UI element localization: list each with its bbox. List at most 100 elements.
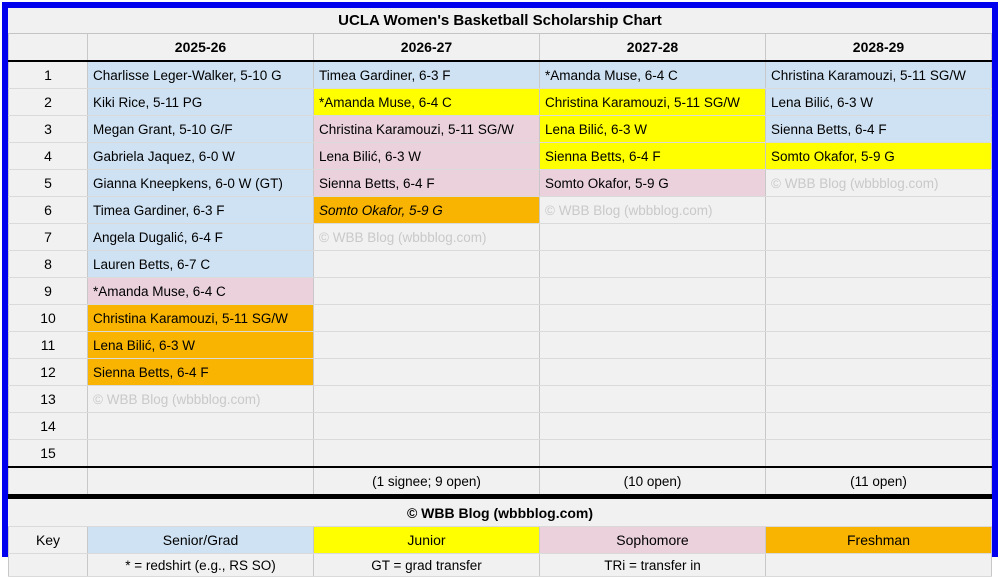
row-number: 13 [8, 385, 88, 413]
open-count-cell: (10 open) [539, 466, 766, 499]
empty-cell [765, 385, 992, 413]
table-row: 14 [8, 412, 992, 440]
year-header-row: 2025-26 2026-27 2027-28 2028-29 [8, 33, 992, 62]
empty-cell [539, 277, 766, 305]
year-header-2028-29: 2028-29 [765, 33, 992, 62]
copyright-text: © WBB Blog (wbbblog.com) [8, 496, 992, 527]
key-label: Key [8, 526, 88, 554]
player-cell: Christina Karamouzi, 5-11 SG/W [87, 304, 314, 332]
player-cell: Lena Bilić, 6-3 W [765, 88, 992, 116]
empty-cell [313, 358, 540, 386]
empty-cell [765, 412, 992, 440]
open-count-cell [87, 466, 314, 499]
empty-cell [313, 250, 540, 278]
chart-title: UCLA Women's Basketball Scholarship Char… [8, 8, 992, 34]
empty-cell [313, 304, 540, 332]
player-cell: Sienna Betts, 6-4 F [87, 358, 314, 386]
row-number: 4 [8, 142, 88, 170]
player-cell: Lena Bilić, 6-3 W [313, 142, 540, 170]
row-number: 12 [8, 358, 88, 386]
player-cell: Somto Okafor, 5-9 G [313, 196, 540, 224]
empty-cell [87, 439, 314, 468]
empty-cell [765, 277, 992, 305]
table-row: 7 Angela Dugalić, 6-4 F © WBB Blog (wbbblo… [8, 223, 992, 251]
title-row: UCLA Women's Basketball Scholarship Char… [8, 8, 992, 34]
player-cell: Somto Okafor, 5-9 G [539, 169, 766, 197]
key-row: Key Senior/Grad Junior Sophomore Freshma… [8, 526, 992, 554]
empty-cell [539, 331, 766, 359]
empty-cell [313, 385, 540, 413]
table-row: 15 [8, 439, 992, 468]
player-cell: Christina Karamouzi, 5-11 SG/W [539, 88, 766, 116]
table-row: 10 Christina Karamouzi, 5-11 SG/W [8, 304, 992, 332]
table-row: 4 Gabriela Jaquez, 6-0 W Lena Bilić, 6-3 W… [8, 142, 992, 170]
legend-redshirt: * = redshirt (e.g., RS SO) [87, 553, 314, 577]
player-cell: *Amanda Muse, 6-4 C [313, 88, 540, 116]
watermark-text: © WBB Blog (wbbblog.com) [539, 196, 766, 224]
row-number: 14 [8, 412, 88, 440]
empty-cell [765, 250, 992, 278]
empty-cell [539, 304, 766, 332]
open-count-cell: (11 open) [765, 466, 992, 499]
player-cell: *Amanda Muse, 6-4 C [539, 60, 766, 89]
row-number: 8 [8, 250, 88, 278]
table-row: 5 Gianna Kneepkens, 6-0 W (GT) Sienna Bett… [8, 169, 992, 197]
table-row: 12 Sienna Betts, 6-4 F [8, 358, 992, 386]
table-row: 13 © WBB Blog (wbbblog.com) [8, 385, 992, 413]
row-number: 5 [8, 169, 88, 197]
table-row: 2 Kiki Rice, 5-11 PG *Amanda Muse, 6-4 C Ch… [8, 88, 992, 116]
player-cell: *Amanda Muse, 6-4 C [87, 277, 314, 305]
empty-cell [539, 439, 766, 468]
table-row: 3 Megan Grant, 5-10 G/F Christina Karamouz… [8, 115, 992, 143]
player-cell: Sienna Betts, 6-4 F [765, 115, 992, 143]
key-junior: Junior [313, 526, 540, 554]
player-cell: Gianna Kneepkens, 6-0 W (GT) [87, 169, 314, 197]
player-cell: Angela Dugalić, 6-4 F [87, 223, 314, 251]
legend-empty-cell [765, 553, 992, 577]
scholarship-table: UCLA Women's Basketball Scholarship Char… [8, 8, 992, 577]
player-cell: Charlisse Leger-Walker, 5-10 G [87, 60, 314, 89]
empty-cell [765, 196, 992, 224]
year-header-2025-26: 2025-26 [87, 33, 314, 62]
empty-cell [765, 331, 992, 359]
open-count-cell: (1 signee; 9 open) [313, 466, 540, 499]
empty-cell [765, 439, 992, 468]
player-cell: Somto Okafor, 5-9 G [765, 142, 992, 170]
table-row: 11 Lena Bilić, 6-3 W [8, 331, 992, 359]
row-number: 3 [8, 115, 88, 143]
row-number: 15 [8, 439, 88, 468]
player-cell: Gabriela Jaquez, 6-0 W [87, 142, 314, 170]
player-cell: Lena Bilić, 6-3 W [87, 331, 314, 359]
legend-row: * = redshirt (e.g., RS SO) GT = grad tra… [8, 553, 992, 577]
empty-cell [539, 358, 766, 386]
row-number: 6 [8, 196, 88, 224]
watermark-text: © WBB Blog (wbbblog.com) [765, 169, 992, 197]
row-number: 7 [8, 223, 88, 251]
table-row: 1 Charlisse Leger-Walker, 5-10 G Timea Gar… [8, 60, 992, 89]
year-header-2027-28: 2027-28 [539, 33, 766, 62]
empty-cell [313, 277, 540, 305]
empty-cell [313, 331, 540, 359]
watermark-text: © WBB Blog (wbbblog.com) [87, 385, 314, 413]
player-cell: Lauren Betts, 6-7 C [87, 250, 314, 278]
player-cell: Christina Karamouzi, 5-11 SG/W [765, 60, 992, 89]
empty-cell [313, 412, 540, 440]
copyright-row: © WBB Blog (wbbblog.com) [8, 496, 992, 527]
legend-grad-transfer: GT = grad transfer [313, 553, 540, 577]
table-row: 9 *Amanda Muse, 6-4 C [8, 277, 992, 305]
table-row: 6 Timea Gardiner, 6-3 F Somto Okafor, 5-9 … [8, 196, 992, 224]
row-number: 1 [8, 60, 88, 89]
empty-cell [539, 223, 766, 251]
player-cell: Kiki Rice, 5-11 PG [87, 88, 314, 116]
table-body: 1 Charlisse Leger-Walker, 5-10 G Timea Gar… [8, 60, 992, 468]
player-cell: Sienna Betts, 6-4 F [313, 169, 540, 197]
player-cell: Timea Gardiner, 6-3 F [87, 196, 314, 224]
row-number: 9 [8, 277, 88, 305]
player-cell: Lena Bilić, 6-3 W [539, 115, 766, 143]
year-header-2026-27: 2026-27 [313, 33, 540, 62]
key-sophomore: Sophomore [539, 526, 766, 554]
key-freshman: Freshman [765, 526, 992, 554]
corner-header-cell [8, 33, 88, 62]
empty-cell [539, 250, 766, 278]
